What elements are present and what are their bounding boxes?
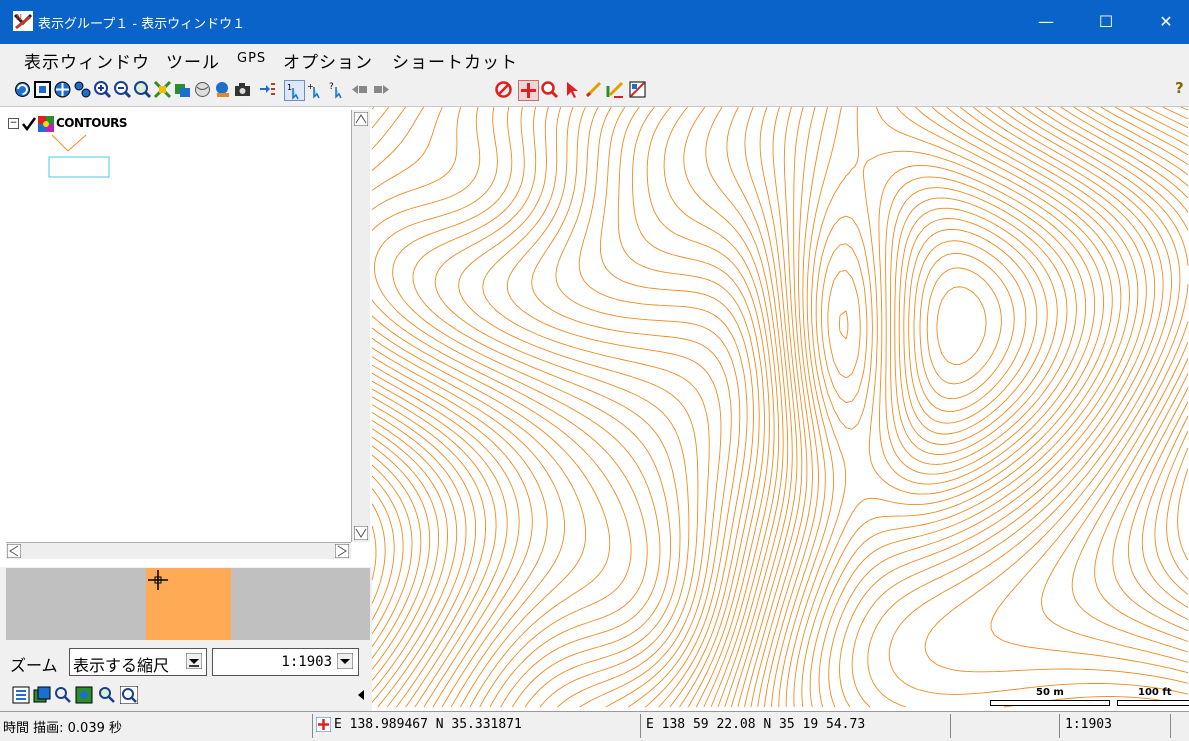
query-icon[interactable]: ? [328, 80, 347, 99]
scale-bar-metric: 50 m [990, 687, 1110, 706]
layer-name[interactable]: CONTOURS [56, 116, 128, 130]
add-layer-icon[interactable] [33, 686, 51, 704]
collapse-icon[interactable]: − [8, 118, 19, 129]
maximize-button[interactable]: ☐ [1098, 12, 1114, 31]
zoom-mode-select[interactable]: 表示する縮尺 [69, 648, 207, 676]
zoom-row: ズーム 表示する縮尺 1:1903 [0, 643, 372, 679]
checkmark-icon[interactable] [22, 117, 36, 131]
zoom-tool-icon[interactable] [540, 80, 559, 99]
pointer-icon[interactable] [562, 80, 581, 99]
measure-icon[interactable] [584, 80, 603, 99]
scroll-up-icon[interactable] [354, 112, 368, 126]
menu-bar: 表示ウィンドウ ツール GPS オプション ショートカット [0, 44, 1189, 73]
layer-vertical-scrollbar[interactable] [351, 110, 370, 542]
layer-type-icon [38, 116, 54, 132]
zoom-out-icon[interactable] [113, 80, 132, 99]
status-separator [950, 714, 951, 738]
3d-icon[interactable] [213, 80, 232, 99]
zoom-in-icon[interactable] [93, 80, 112, 99]
previous-view-icon[interactable] [73, 80, 92, 99]
layer-icon[interactable] [173, 80, 192, 99]
dropdown-icon[interactable] [337, 653, 353, 669]
svg-text:+: + [307, 82, 314, 91]
status-bar: 時間 描画: 0.039 秒 E 138.989467 N 35.331871 … [0, 711, 1189, 741]
contour-path [372, 107, 1189, 708]
redraw-icon[interactable] [13, 80, 32, 99]
svg-text:N: N [16, 13, 22, 22]
zoom-mode-value: 表示する縮尺 [73, 656, 170, 675]
zoom-label: ズーム [10, 656, 58, 675]
toolbar: 1 + ? ? [0, 72, 1189, 107]
scroll-down-icon[interactable] [354, 526, 368, 540]
insert-icon[interactable] [258, 80, 277, 99]
menu-gps[interactable]: GPS [237, 51, 267, 66]
status-separator [312, 714, 313, 738]
zoom-layer-icon[interactable] [120, 686, 138, 704]
scale-bar-imperial-bar [1117, 700, 1189, 706]
svg-text:1: 1 [287, 83, 292, 92]
scale-bar-imperial-label: 100 ft [1138, 687, 1172, 698]
scroll-right-icon[interactable] [335, 544, 349, 558]
zoom-extent-icon[interactable] [98, 686, 116, 704]
app-icon: N [13, 11, 33, 31]
layer-list-icon[interactable] [12, 686, 30, 704]
status-decimal-coords: E 138.989467 N 35.331871 [334, 717, 522, 732]
position-marker-icon[interactable] [316, 717, 331, 732]
scale-bar-metric-bar [990, 700, 1110, 706]
select-one-icon[interactable]: 1 [284, 80, 305, 101]
layer-zoom-icon[interactable] [75, 686, 93, 704]
legend-icon[interactable] [628, 80, 647, 99]
status-dms-coords: E 138 59 22.08 N 35 19 54.73 [646, 717, 866, 732]
menu-options[interactable]: オプション [283, 53, 373, 73]
scroll-left-icon[interactable] [7, 544, 21, 558]
search-icon[interactable] [54, 686, 72, 704]
extents-icon[interactable] [153, 80, 172, 99]
status-separator [1059, 714, 1060, 738]
sketch-icon[interactable] [606, 80, 625, 99]
minimize-button[interactable]: — [1038, 12, 1054, 31]
status-separator [640, 714, 641, 738]
map-view[interactable]: 50 m 100 ft [372, 107, 1189, 711]
camera-icon[interactable] [233, 80, 252, 99]
collapse-panel-icon[interactable] [356, 690, 366, 700]
status-separator [1170, 714, 1171, 738]
status-timing: 時間 描画: 0.039 秒 [3, 721, 122, 736]
layer-legend-sample [48, 134, 110, 178]
menu-tools[interactable]: ツール [166, 53, 220, 73]
svg-text:?: ? [329, 82, 334, 92]
bottom-toolbar [0, 681, 372, 711]
overview-map[interactable] [6, 568, 370, 640]
scale-bar-imperial: 100 ft [1117, 687, 1189, 706]
title-bar: N 表示グループ１ - 表示ウィンドウ１ — ☐ ✕ [0, 0, 1189, 44]
overview-crosshair-icon [148, 570, 168, 590]
zoom-scale-select[interactable]: 1:1903 [212, 648, 359, 676]
contour-lines [372, 107, 1189, 708]
window-title: 表示グループ１ - 表示ウィンドウ１ [38, 17, 246, 32]
zoom-box-icon[interactable] [133, 80, 152, 99]
zoom-scale-value: 1:1903 [281, 654, 332, 670]
layer-horizontal-scrollbar[interactable] [6, 542, 351, 559]
menu-view-window[interactable]: 表示ウィンドウ [24, 53, 150, 73]
close-button[interactable]: ✕ [1159, 12, 1173, 31]
globe-icon[interactable] [193, 80, 212, 99]
dropdown-icon[interactable] [186, 653, 202, 669]
back-icon[interactable] [350, 80, 369, 99]
position-icon[interactable] [518, 80, 539, 101]
pan-icon[interactable] [53, 80, 72, 99]
full-view-icon[interactable] [33, 80, 52, 99]
scale-bar-metric-label: 50 m [1036, 687, 1064, 698]
menu-shortcuts[interactable]: ショートカット [392, 53, 518, 73]
help-icon[interactable]: ? [1175, 79, 1184, 97]
select-multi-icon[interactable]: + [306, 80, 325, 99]
status-scale: 1:1903 [1065, 717, 1112, 732]
forward-icon[interactable] [372, 80, 391, 99]
layer-panel: − CONTOURS [0, 107, 373, 567]
cancel-icon[interactable] [494, 80, 513, 99]
